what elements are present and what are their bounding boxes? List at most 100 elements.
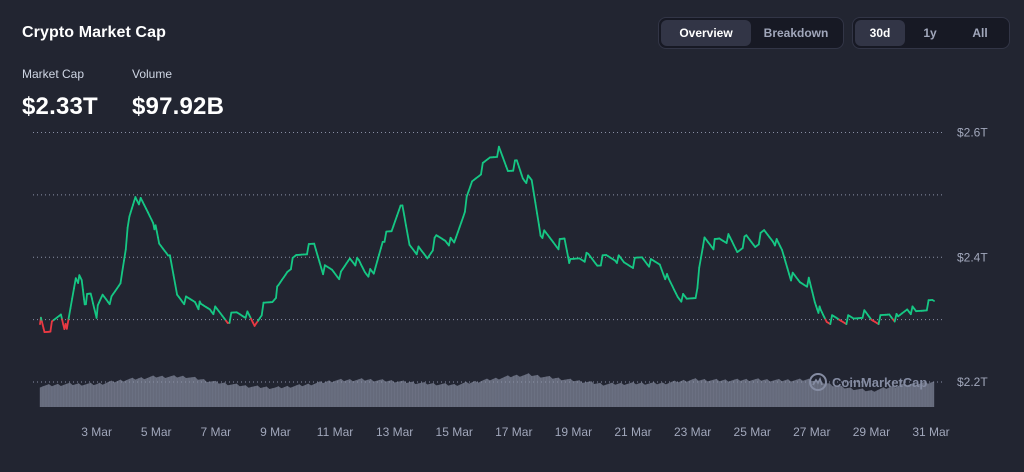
line-segment xyxy=(698,256,702,269)
x-tick-label: 11 Mar xyxy=(317,425,353,439)
y-tick-label: $2.4T xyxy=(957,250,988,264)
volume-stat: Volume $97.92B xyxy=(132,67,224,121)
line-segment xyxy=(530,179,535,193)
line-segment xyxy=(467,185,472,193)
line-segment xyxy=(541,229,546,239)
line-segment xyxy=(564,243,568,252)
line-segment xyxy=(781,248,785,257)
line-segment xyxy=(583,251,588,263)
range-30d-button[interactable]: 30d xyxy=(855,20,905,46)
line-segment xyxy=(154,224,158,233)
x-tick-label: 29 Mar xyxy=(853,425,890,439)
line-segment xyxy=(536,212,540,226)
line-segment xyxy=(374,260,379,269)
x-tick-label: 21 Mar xyxy=(614,425,651,439)
line-segment xyxy=(155,230,159,239)
coinmarketcap-logo-icon xyxy=(809,373,827,391)
line-segment xyxy=(458,221,463,229)
line-segment xyxy=(157,236,161,245)
y-axis-ticks: $2.6T $2.4T $2.2T xyxy=(957,125,988,389)
line-segment xyxy=(121,259,125,273)
line-segment xyxy=(378,247,382,256)
line-segment xyxy=(119,271,124,285)
line-segment xyxy=(909,305,914,316)
line-segment xyxy=(383,230,388,243)
line-segment xyxy=(696,266,701,289)
line-segment xyxy=(712,238,716,251)
line-segment xyxy=(318,261,323,270)
line-segment xyxy=(170,264,175,276)
volume-label: Volume xyxy=(132,67,173,81)
line-segment xyxy=(599,254,604,267)
range-1y-button[interactable]: 1y xyxy=(923,26,937,40)
x-tick-label: 27 Mar xyxy=(793,425,830,439)
watermark-text: CoinMarketCap xyxy=(832,375,927,390)
line-segment xyxy=(379,240,384,250)
line-segment xyxy=(455,231,459,239)
line-segment xyxy=(404,224,409,236)
line-segment xyxy=(316,254,321,263)
market-cap-line-group xyxy=(39,145,935,334)
line-segment xyxy=(275,285,279,299)
line-segment xyxy=(397,204,402,212)
line-segment xyxy=(403,214,407,227)
line-segment xyxy=(65,317,70,330)
line-segment xyxy=(338,270,342,281)
line-segment xyxy=(313,242,317,251)
line-segment xyxy=(49,320,53,333)
line-segment xyxy=(447,236,452,247)
line-segment xyxy=(893,312,898,323)
line-segment xyxy=(563,237,567,246)
line-segment xyxy=(376,253,381,262)
line-segment xyxy=(73,277,77,290)
y-tick-label: $2.6T xyxy=(957,125,988,139)
line-segment xyxy=(108,295,113,306)
tab-overview[interactable]: Overview xyxy=(661,20,751,46)
line-segment xyxy=(394,214,398,222)
line-segment xyxy=(354,256,359,267)
line-segment xyxy=(632,256,636,269)
line-segment xyxy=(931,298,935,302)
line-segment xyxy=(396,209,400,217)
x-axis-ticks: 3 Mar 5 Mar 7 Mar 9 Mar 11 Mar 13 Mar 15 Mar 17… xyxy=(81,425,949,439)
line-segment xyxy=(534,201,538,215)
line-segment xyxy=(680,292,684,303)
line-segment xyxy=(183,295,187,306)
line-segment xyxy=(126,215,131,229)
line-segment xyxy=(741,235,746,249)
line-segment xyxy=(648,258,652,268)
line-segment xyxy=(67,307,72,320)
line-segment xyxy=(168,254,173,267)
line-segment xyxy=(532,190,537,204)
line-segment xyxy=(372,266,377,275)
line-segment xyxy=(566,249,569,258)
line-segment xyxy=(289,256,294,271)
market-cap-label: Market Cap xyxy=(22,67,85,81)
line-segment xyxy=(829,314,833,326)
line-segment xyxy=(406,233,411,246)
line-segment xyxy=(415,245,420,256)
x-tick-label: 23 Mar xyxy=(674,425,711,439)
range-all-button[interactable]: All xyxy=(972,26,988,40)
line-segment xyxy=(877,314,882,326)
line-segment xyxy=(700,246,704,259)
line-segment xyxy=(616,254,620,264)
line-segment xyxy=(453,236,457,244)
line-segment xyxy=(260,301,265,317)
line-segment xyxy=(85,292,88,306)
line-segment xyxy=(314,248,319,257)
line-segment xyxy=(790,271,794,282)
line-segment xyxy=(392,219,397,228)
line-segment xyxy=(71,287,75,300)
line-segment xyxy=(782,255,787,264)
x-tick-label: 13 Mar xyxy=(376,425,413,439)
line-segment xyxy=(861,309,866,319)
line-segment xyxy=(174,283,179,296)
market-cap-value: $2.33T xyxy=(22,93,98,120)
x-tick-label: 31 Mar xyxy=(912,425,949,439)
x-tick-label: 19 Mar xyxy=(555,425,592,439)
line-segment xyxy=(460,216,465,224)
tab-breakdown[interactable]: Breakdown xyxy=(763,26,829,40)
watermark: CoinMarketCap xyxy=(809,373,927,391)
